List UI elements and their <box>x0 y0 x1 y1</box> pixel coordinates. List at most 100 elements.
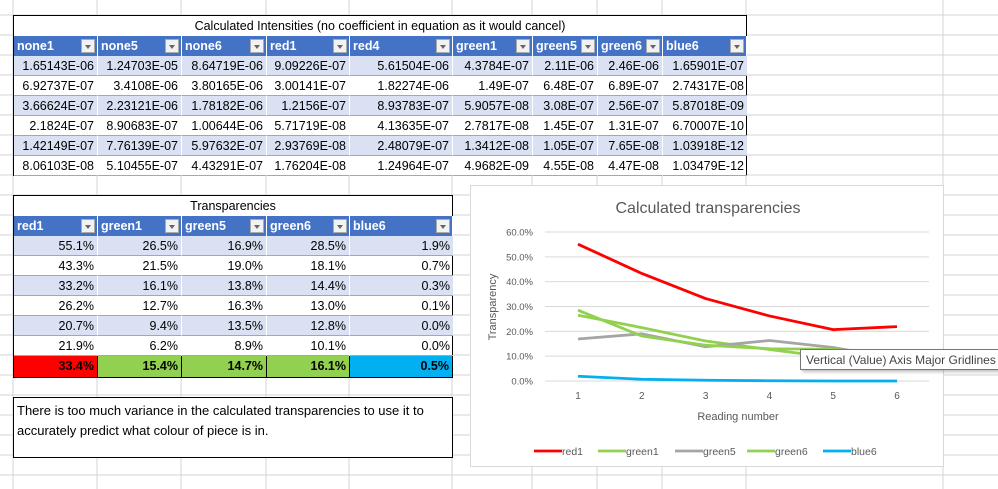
table-cell[interactable]: 4.3784E-07 <box>453 56 533 76</box>
table-cell[interactable]: 3.66624E-07 <box>14 96 98 116</box>
table-cell[interactable]: 7.65E-08 <box>598 136 663 156</box>
filter-dropdown-icon[interactable] <box>165 39 179 53</box>
total-cell-green5[interactable]: 14.7% <box>182 356 267 377</box>
filter-dropdown-icon[interactable] <box>333 39 347 53</box>
table-cell[interactable]: 4.9682E-09 <box>453 156 533 176</box>
filter-dropdown-icon[interactable] <box>250 39 264 53</box>
table-cell[interactable]: 2.74317E-08 <box>663 76 747 96</box>
table-cell[interactable]: 5.61504E-06 <box>350 56 453 76</box>
header-green1[interactable]: green1 <box>98 216 182 236</box>
filter-dropdown-icon[interactable] <box>165 219 179 233</box>
filter-dropdown-icon[interactable] <box>436 219 450 233</box>
table-cell[interactable]: 13.8% <box>182 276 267 296</box>
header-green6[interactable]: green6 <box>598 36 663 56</box>
table-cell[interactable]: 1.49E-07 <box>453 76 533 96</box>
table-cell[interactable]: 1.00644E-06 <box>182 116 267 136</box>
table-cell[interactable]: 1.65901E-07 <box>663 56 747 76</box>
table-cell[interactable]: 8.06103E-08 <box>14 156 98 176</box>
table-cell[interactable]: 3.08E-07 <box>533 96 598 116</box>
table-cell[interactable]: 10.1% <box>267 336 350 356</box>
filter-dropdown-icon[interactable] <box>436 39 450 53</box>
table-cell[interactable]: 1.24964E-07 <box>350 156 453 176</box>
table-cell[interactable]: 1.45E-07 <box>533 116 598 136</box>
table-cell[interactable]: 13.5% <box>182 316 267 336</box>
table-cell[interactable]: 14.4% <box>267 276 350 296</box>
table-cell[interactable]: 8.9% <box>182 336 267 356</box>
table-cell[interactable]: 1.31E-07 <box>598 116 663 136</box>
table-cell[interactable]: 1.76204E-08 <box>267 156 350 176</box>
table-cell[interactable]: 4.47E-08 <box>598 156 663 176</box>
table-cell[interactable]: 0.1% <box>350 296 453 316</box>
table-cell[interactable]: 8.64719E-06 <box>182 56 267 76</box>
table-cell[interactable]: 16.3% <box>182 296 267 316</box>
table-cell[interactable]: 0.3% <box>350 276 453 296</box>
filter-dropdown-icon[interactable] <box>250 219 264 233</box>
table-cell[interactable]: 1.05E-07 <box>533 136 598 156</box>
header-green1[interactable]: green1 <box>453 36 533 56</box>
table-cell[interactable]: 2.23121E-06 <box>98 96 182 116</box>
note-textbox[interactable]: There is too much variance in the calcul… <box>13 397 453 458</box>
header-red4[interactable]: red4 <box>350 36 453 56</box>
table-cell[interactable]: 2.11E-06 <box>533 56 598 76</box>
table-cell[interactable]: 6.2% <box>98 336 182 356</box>
header-none6[interactable]: none6 <box>182 36 267 56</box>
filter-dropdown-icon[interactable] <box>81 39 95 53</box>
table-cell[interactable]: 13.0% <box>267 296 350 316</box>
table-cell[interactable]: 1.42149E-07 <box>14 136 98 156</box>
table-cell[interactable]: 20.7% <box>14 316 98 336</box>
legend-label[interactable]: green5 <box>703 446 736 458</box>
table-cell[interactable]: 9.4% <box>98 316 182 336</box>
header-blue6[interactable]: blue6 <box>350 216 453 236</box>
header-none5[interactable]: none5 <box>98 36 182 56</box>
header-none1[interactable]: none1 <box>14 36 98 56</box>
table-cell[interactable]: 6.89E-07 <box>598 76 663 96</box>
table-cell[interactable]: 6.48E-07 <box>533 76 598 96</box>
table-cell[interactable]: 2.7817E-08 <box>453 116 533 136</box>
table-cell[interactable]: 1.65143E-06 <box>14 56 98 76</box>
table-cell[interactable]: 18.1% <box>267 256 350 276</box>
total-cell-green1[interactable]: 15.4% <box>98 356 182 377</box>
table-cell[interactable]: 26.2% <box>14 296 98 316</box>
table-cell[interactable]: 8.90683E-07 <box>98 116 182 136</box>
table-cell[interactable]: 4.55E-08 <box>533 156 598 176</box>
legend-label[interactable]: blue6 <box>851 446 877 458</box>
table-cell[interactable]: 2.1824E-07 <box>14 116 98 136</box>
table-cell[interactable]: 7.76139E-07 <box>98 136 182 156</box>
table-cell[interactable]: 3.4108E-06 <box>98 76 182 96</box>
filter-dropdown-icon[interactable] <box>646 39 660 53</box>
table-cell[interactable]: 5.97632E-07 <box>182 136 267 156</box>
table-cell[interactable]: 2.48079E-07 <box>350 136 453 156</box>
table-cell[interactable]: 2.93769E-08 <box>267 136 350 156</box>
table-cell[interactable]: 55.1% <box>14 236 98 256</box>
filter-dropdown-icon[interactable] <box>81 219 95 233</box>
filter-dropdown-icon[interactable] <box>581 39 595 53</box>
table-cell[interactable]: 2.56E-07 <box>598 96 663 116</box>
table-cell[interactable]: 43.3% <box>14 256 98 276</box>
table-cell[interactable]: 0.0% <box>350 316 453 336</box>
table-cell[interactable]: 5.9057E-08 <box>453 96 533 116</box>
table-cell[interactable]: 12.7% <box>98 296 182 316</box>
filter-dropdown-icon[interactable] <box>333 219 347 233</box>
header-green6[interactable]: green6 <box>267 216 350 236</box>
header-red1[interactable]: red1 <box>267 36 350 56</box>
table-cell[interactable]: 8.93783E-07 <box>350 96 453 116</box>
table-cell[interactable]: 1.3412E-08 <box>453 136 533 156</box>
filter-dropdown-icon[interactable] <box>730 39 744 53</box>
table-cell[interactable]: 0.7% <box>350 256 453 276</box>
header-green5[interactable]: green5 <box>182 216 267 236</box>
table-cell[interactable]: 3.80165E-06 <box>182 76 267 96</box>
table-cell[interactable]: 21.5% <box>98 256 182 276</box>
legend-label[interactable]: red1 <box>562 446 583 458</box>
header-blue6[interactable]: blue6 <box>663 36 747 56</box>
table-cell[interactable]: 1.03479E-12 <box>663 156 747 176</box>
table-cell[interactable]: 1.9% <box>350 236 453 256</box>
table-cell[interactable]: 6.92737E-07 <box>14 76 98 96</box>
table-cell[interactable]: 16.1% <box>98 276 182 296</box>
header-red1[interactable]: red1 <box>14 216 98 236</box>
table-cell[interactable]: 1.24703E-05 <box>98 56 182 76</box>
table-cell[interactable]: 12.8% <box>267 316 350 336</box>
table-cell[interactable]: 1.03918E-12 <box>663 136 747 156</box>
table-cell[interactable]: 1.2156E-07 <box>267 96 350 116</box>
table-cell[interactable]: 33.2% <box>14 276 98 296</box>
table-cell[interactable]: 26.5% <box>98 236 182 256</box>
